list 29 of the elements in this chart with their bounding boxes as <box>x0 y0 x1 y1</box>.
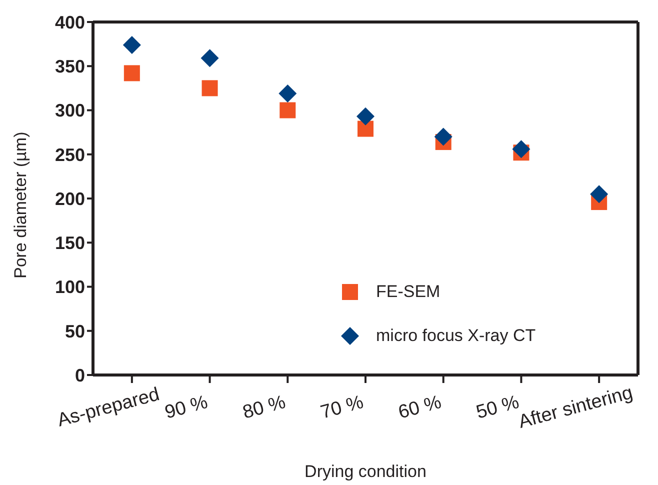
x-tick-label: 60 % <box>396 392 444 424</box>
x-tick-label: 50 % <box>474 392 522 424</box>
x-axis-title: Drying condition <box>304 462 426 481</box>
point <box>356 107 374 126</box>
x-tick-label: 70 % <box>318 392 366 424</box>
point <box>512 140 530 158</box>
y-tick-label: 100 <box>54 277 85 298</box>
point <box>278 84 297 102</box>
point <box>122 36 141 54</box>
point <box>358 120 374 137</box>
point <box>590 185 608 204</box>
point <box>202 80 218 96</box>
legend-label: micro focus X-ray CT <box>376 326 536 346</box>
y-tick-label: 300 <box>54 100 85 121</box>
y-tick-label: 200 <box>54 188 85 209</box>
y-tick-label: 350 <box>54 56 85 77</box>
y-axis-title: Pore diameter (µm) <box>11 132 30 278</box>
y-tick-label: 250 <box>54 144 85 165</box>
x-tick-label: 90 % <box>162 392 210 424</box>
point <box>200 49 219 68</box>
y-tick-label: 0 <box>74 365 85 386</box>
x-tick-label: 80 % <box>240 392 288 424</box>
y-tick-label: 150 <box>54 233 85 254</box>
legend-label: FE-SEM <box>376 282 440 302</box>
point <box>124 65 140 82</box>
y-tick-label: 50 <box>64 321 85 342</box>
y-tick-label: 400 <box>54 12 85 32</box>
point <box>434 128 452 146</box>
point <box>280 102 296 118</box>
